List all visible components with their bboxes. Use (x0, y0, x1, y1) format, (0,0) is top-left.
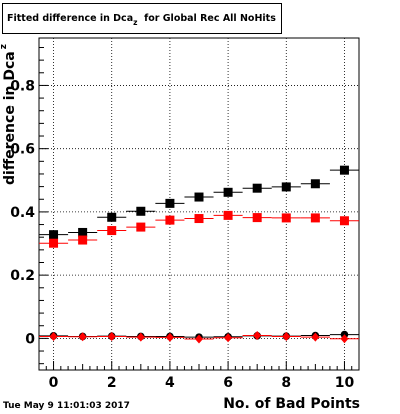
data-point (107, 226, 117, 236)
grid-lines (39, 38, 359, 370)
data-point (282, 331, 291, 341)
data-point (107, 212, 117, 222)
data-point (252, 213, 262, 223)
data-point (195, 334, 203, 344)
axis-ticks (38, 46, 360, 370)
x-tick-label: 6 (223, 375, 233, 391)
y-tick-label: 0.8 (10, 78, 35, 94)
plot-frame (38, 37, 360, 371)
chart-title-subscript: z (133, 18, 138, 27)
tick-labels: 0 2 4 6 8 10 0 0.2 0.4 0.6 0.8 (10, 78, 354, 391)
data-point (194, 192, 204, 202)
data-point (136, 206, 146, 216)
x-tick-label: 8 (281, 375, 291, 391)
data-point (136, 222, 146, 232)
data-point (78, 332, 87, 342)
data-point (339, 165, 349, 175)
data-point (252, 183, 262, 193)
x-tick-label: 10 (335, 375, 355, 391)
data-point (165, 332, 174, 342)
data-point (310, 179, 320, 189)
y-tick-label: 0 (25, 331, 35, 347)
data-point (311, 332, 320, 342)
title-box: Fitted difference in Dcaz for Global Rec… (2, 3, 282, 34)
data-point (224, 333, 233, 343)
data-point (78, 235, 88, 245)
chart-title-main: Fitted difference in Dca (7, 13, 134, 24)
y-axis-label: difference in Dcaz (0, 0, 18, 185)
data-point (223, 210, 233, 220)
y-axis-label-subscript: z (0, 44, 9, 50)
timestamp: Tue May 9 11:01:03 2017 (3, 401, 130, 411)
data-point (49, 230, 59, 240)
series-0 (39, 165, 359, 240)
x-tick-label: 4 (165, 375, 175, 391)
x-axis-label: No. of Bad Points (223, 396, 360, 412)
data-point (223, 187, 233, 197)
data-point (49, 331, 58, 341)
series-1 (39, 210, 359, 248)
data-point (253, 331, 262, 341)
data-point (310, 213, 320, 223)
x-tick-label: 2 (107, 375, 117, 391)
data-point (136, 332, 145, 342)
data-point (340, 334, 349, 344)
data-point (165, 198, 175, 208)
y-axis-label-main: difference in Dca (2, 51, 18, 185)
data-point (49, 238, 59, 248)
y-tick-label: 0.4 (10, 205, 35, 221)
data-point (107, 331, 116, 341)
data-series (39, 165, 359, 344)
series-3 (39, 331, 359, 344)
data-point (194, 214, 204, 224)
plot-frame-rect (38, 37, 360, 371)
data-point (281, 213, 291, 223)
y-tick-label: 0.2 (10, 268, 35, 284)
x-tick-label: 0 (49, 375, 59, 391)
data-point (339, 216, 349, 226)
chart-title-rest: for Global Rec All NoHits (144, 13, 276, 24)
data-point (281, 182, 291, 192)
data-point (165, 215, 175, 225)
data-point (78, 227, 88, 237)
y-tick-label: 0.6 (10, 142, 35, 158)
chart-title: Fitted difference in Dcaz for Global Rec… (7, 13, 276, 27)
